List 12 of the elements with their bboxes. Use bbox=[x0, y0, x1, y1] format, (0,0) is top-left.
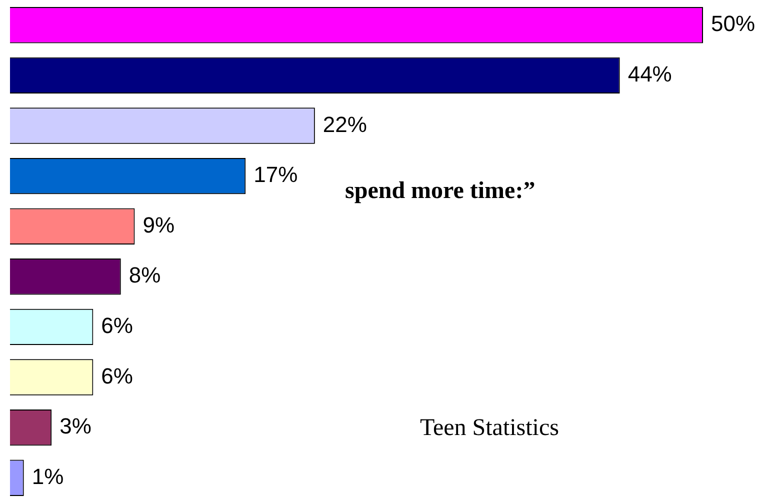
data-label: 8% bbox=[128, 262, 161, 288]
annotation: Teen Statistics bbox=[420, 415, 559, 442]
data-label: 1% bbox=[32, 464, 64, 489]
annotation: spend more time:” bbox=[345, 178, 536, 205]
data-label: 3% bbox=[60, 414, 92, 439]
data-label: 50% bbox=[711, 11, 756, 36]
data-label: 6% bbox=[101, 363, 133, 388]
data-label: 17% bbox=[254, 162, 298, 188]
data-label: 9% bbox=[142, 212, 175, 238]
data-label: 22% bbox=[322, 112, 367, 137]
data-label: 44% bbox=[628, 62, 672, 87]
data-label: 6% bbox=[101, 313, 133, 338]
